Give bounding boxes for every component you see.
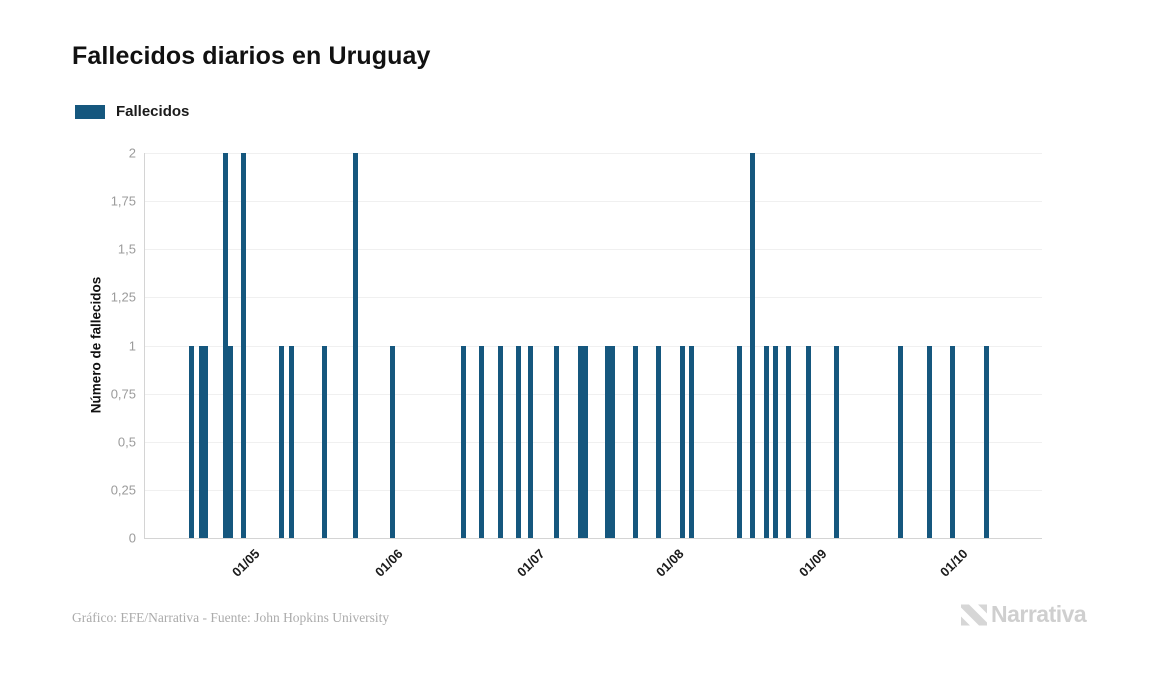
bar xyxy=(222,153,228,538)
bar xyxy=(610,345,616,538)
y-tick-label: 0,5 xyxy=(117,434,136,450)
bar xyxy=(279,345,285,538)
bar xyxy=(772,345,778,538)
logo-shapes xyxy=(961,604,987,625)
bar xyxy=(679,345,685,538)
y-tick-label: 1,5 xyxy=(117,241,136,257)
bar xyxy=(528,345,534,538)
bar xyxy=(926,345,932,538)
gridline xyxy=(145,441,1042,443)
y-tick-label: 0,75 xyxy=(110,386,136,402)
legend-swatch-icon xyxy=(75,104,105,119)
x-tick-label: 01/08 xyxy=(652,546,687,580)
x-tick-label: 01/05 xyxy=(228,546,263,580)
plot-area xyxy=(144,153,1042,539)
source-credit: Gráfico: EFE/Narrativa - Fuente: John Ho… xyxy=(72,610,390,625)
bar xyxy=(321,345,327,538)
y-tick-label: 1,25 xyxy=(110,289,136,305)
x-tick-label: 01/06 xyxy=(371,546,406,580)
bar xyxy=(583,345,589,538)
x-tick-label: 01/10 xyxy=(936,546,971,580)
bar xyxy=(737,345,743,538)
bar xyxy=(198,345,204,538)
bar xyxy=(898,345,904,538)
bar xyxy=(241,153,247,538)
bar xyxy=(656,345,662,538)
bar xyxy=(516,345,522,538)
bar xyxy=(188,345,194,538)
bar xyxy=(353,153,359,538)
bar xyxy=(805,345,811,538)
y-tick-label: 0 xyxy=(128,530,136,546)
bar xyxy=(554,345,560,538)
bar xyxy=(288,345,294,538)
bar xyxy=(688,345,694,538)
chart-legend: Fallecidos xyxy=(75,103,189,120)
y-tick-label: 0,25 xyxy=(110,482,136,498)
narrativa-n-icon xyxy=(961,604,987,625)
bar xyxy=(478,345,484,538)
bar xyxy=(497,345,503,538)
bar xyxy=(604,345,610,538)
narrativa-logo: Narrativa xyxy=(961,601,1087,628)
bar xyxy=(950,345,956,538)
bar xyxy=(786,345,792,538)
legend-label: Fallecidos xyxy=(116,103,190,120)
gridline xyxy=(145,297,1042,299)
x-axis-ticks: 01/05 01/06 01/07 01/08 01/09 01/10 xyxy=(144,546,1041,606)
x-tick-label: 01/07 xyxy=(513,546,548,580)
x-tick-label: 01/09 xyxy=(795,546,830,580)
gridline xyxy=(145,393,1042,395)
page-title: Fallecidos diarios en Uruguay xyxy=(72,42,431,70)
y-axis-ticks: 2 1,75 1,5 1,25 1 0,75 0,5 0,25 0 xyxy=(0,146,136,546)
bar xyxy=(764,345,770,538)
bar xyxy=(577,345,583,538)
gridline xyxy=(145,489,1042,491)
bar xyxy=(390,345,396,538)
bar xyxy=(833,345,839,538)
y-tick-label: 1 xyxy=(128,338,136,353)
gridline xyxy=(145,153,1042,154)
y-tick-label: 2 xyxy=(128,145,136,161)
bar xyxy=(983,345,989,538)
bar xyxy=(227,345,233,538)
narrativa-logo-text: Narrativa xyxy=(991,601,1087,627)
bar xyxy=(632,345,638,538)
gridline xyxy=(145,249,1042,251)
gridline xyxy=(145,345,1042,347)
bar xyxy=(750,153,756,538)
gridline xyxy=(145,201,1042,203)
y-tick-label: 1,75 xyxy=(110,193,136,209)
bar xyxy=(461,345,467,538)
bar xyxy=(203,345,209,538)
